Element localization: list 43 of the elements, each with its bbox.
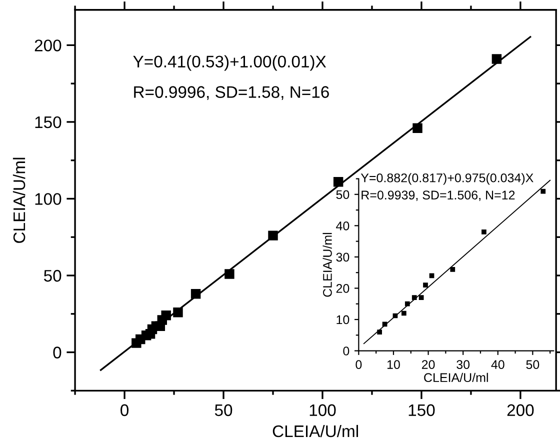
y-tick-label: 0 (53, 346, 62, 358)
point (450, 267, 456, 272)
y-tick-label: 50 (44, 270, 62, 282)
x-tick-label: 200 (507, 404, 534, 416)
point (224, 269, 234, 279)
x-tick-label: 10 (387, 360, 400, 369)
y-tick-label: 40 (336, 221, 350, 230)
x-tick-label: 100 (310, 404, 336, 416)
annotation: Y=0.882(0.817)+0.975(0.034)X (360, 173, 534, 185)
y-tick-label: 30 (336, 252, 350, 262)
point (377, 330, 382, 334)
y-tick-label: 0 (343, 346, 350, 356)
y-tick-label: 20 (336, 284, 350, 293)
point (423, 282, 428, 288)
y-axis-title: CLEIA/U/ml (322, 232, 332, 297)
y-axis-title: CLEIA/U/ml (12, 158, 26, 243)
x-tick-label: 50 (526, 360, 540, 369)
y-tick-label: 50 (336, 190, 350, 200)
point (429, 273, 434, 278)
x-axis-title: CLEIA/U/ml (272, 424, 358, 438)
annotation: R=0.9996, SD=1.58, N=16 (134, 86, 329, 100)
x-tick-label: 0 (120, 404, 129, 416)
point (412, 295, 417, 300)
point (540, 188, 546, 194)
y-tick-label: 100 (35, 193, 62, 205)
point (401, 310, 406, 316)
annotation: Y=0.41(0.53)+1.00(0.01)X (133, 55, 326, 71)
x-tick-label: 0 (356, 360, 362, 369)
y-tick-label: 200 (34, 40, 62, 52)
x-tick-label: 40 (491, 360, 504, 369)
x-tick-label: 50 (214, 404, 232, 416)
point (161, 310, 171, 320)
point (412, 123, 422, 133)
point (482, 229, 486, 234)
annotation: R=0.9939, SD=1.506, N=12 (362, 190, 515, 201)
point (404, 301, 410, 306)
y-tick-label: 150 (35, 116, 62, 128)
x-tick-label: 30 (456, 360, 470, 369)
point (418, 295, 424, 300)
x-tick-label: 20 (422, 360, 435, 369)
x-axis-title: CLEIA/U/ml (424, 372, 488, 382)
y-tick-label: 10 (336, 315, 350, 324)
x-tick-label: 150 (408, 404, 435, 416)
